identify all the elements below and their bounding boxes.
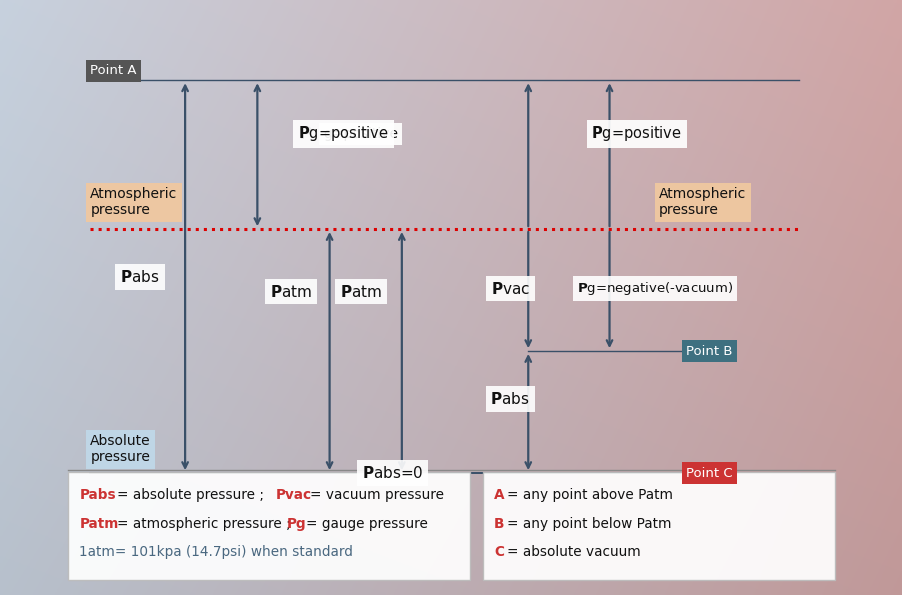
Text: $\mathbf{P}$abs: $\mathbf{P}$abs bbox=[120, 269, 160, 284]
Text: $\mathbf{P}$atm: $\mathbf{P}$atm bbox=[340, 284, 382, 299]
Text: A: A bbox=[493, 488, 504, 502]
Text: B: B bbox=[493, 516, 504, 531]
Text: Atmospheric
pressure: Atmospheric pressure bbox=[658, 187, 746, 217]
Text: Point A: Point A bbox=[90, 64, 136, 77]
Text: Atmospheric
pressure: Atmospheric pressure bbox=[90, 187, 178, 217]
Text: = vacuum pressure: = vacuum pressure bbox=[309, 488, 443, 502]
Text: $\mathbf{P}$g=positive: $\mathbf{P}$g=positive bbox=[591, 124, 682, 143]
Text: Pg: Pg bbox=[287, 516, 307, 531]
Text: $\mathbf{P}$: $\mathbf{P}$ bbox=[298, 125, 312, 143]
Text: = absolute pressure ;: = absolute pressure ; bbox=[117, 488, 264, 502]
Text: $\mathbf{P}$g=negative(-vacuum): $\mathbf{P}$g=negative(-vacuum) bbox=[576, 280, 732, 297]
Text: $\mathbf{P}$abs: $\mathbf{P}$abs bbox=[490, 391, 529, 406]
FancyBboxPatch shape bbox=[483, 472, 834, 580]
Text: 1atm= 101kpa (14.7psi) when standard: 1atm= 101kpa (14.7psi) when standard bbox=[79, 545, 353, 559]
Text: $\mathbf{P}$atm: $\mathbf{P}$atm bbox=[270, 284, 311, 299]
Text: Point B: Point B bbox=[686, 345, 732, 358]
Text: Absolute
pressure: Absolute pressure bbox=[90, 434, 151, 464]
Text: = any point below Patm: = any point below Patm bbox=[507, 516, 671, 531]
Text: = gauge pressure: = gauge pressure bbox=[306, 516, 428, 531]
Text: = atmospheric pressure ;: = atmospheric pressure ; bbox=[117, 516, 290, 531]
Text: g=positive: g=positive bbox=[323, 127, 398, 141]
FancyBboxPatch shape bbox=[68, 472, 469, 580]
Text: Pvac: Pvac bbox=[275, 488, 311, 502]
Text: = absolute vacuum: = absolute vacuum bbox=[507, 545, 640, 559]
Text: $\mathbf{P}$vac: $\mathbf{P}$vac bbox=[490, 281, 529, 296]
Text: $\mathbf{P}$g=positive: $\mathbf{P}$g=positive bbox=[298, 124, 389, 143]
Text: $\mathbf{P}$abs=0: $\mathbf{P}$abs=0 bbox=[362, 465, 423, 481]
Text: Patm: Patm bbox=[79, 516, 119, 531]
Text: Point C: Point C bbox=[686, 466, 732, 480]
Text: C: C bbox=[493, 545, 503, 559]
Text: Pabs: Pabs bbox=[79, 488, 116, 502]
Text: = any point above Patm: = any point above Patm bbox=[507, 488, 673, 502]
